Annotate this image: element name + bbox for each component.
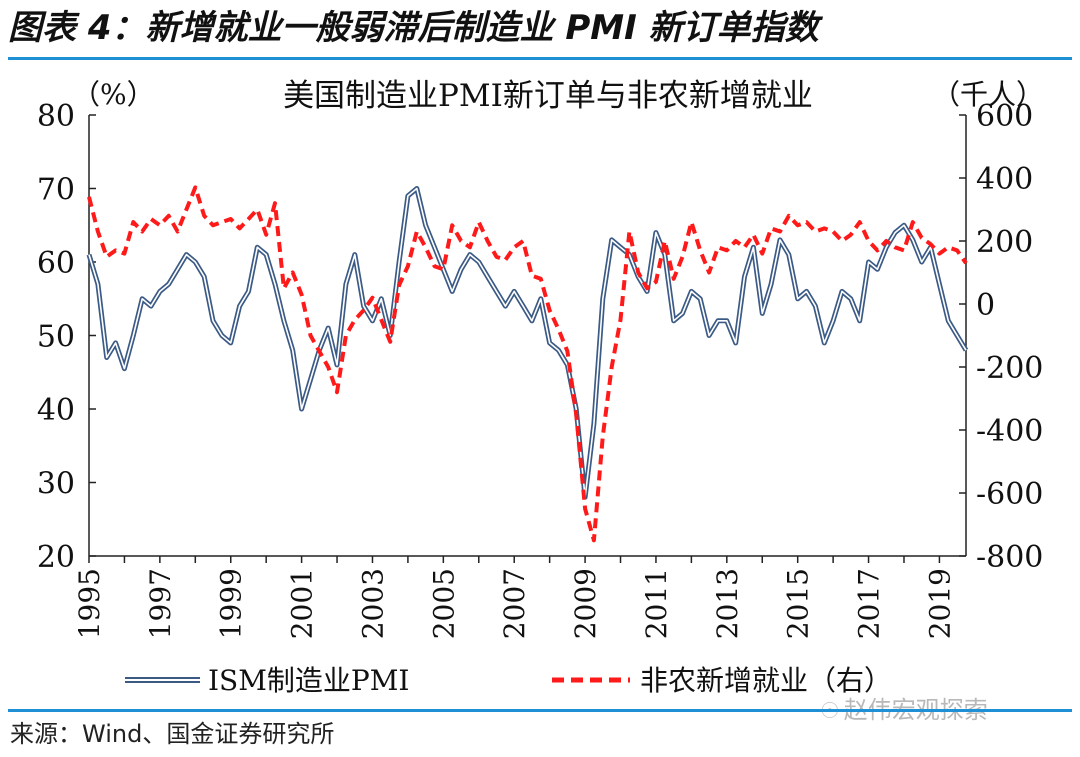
- x-tick-label: 1997: [144, 568, 177, 639]
- x-tick-label: 2019: [923, 568, 956, 639]
- x-tick-label: 1999: [215, 568, 248, 639]
- source-note: 来源：Wind、国金证券研究所: [10, 720, 335, 748]
- right-tick-label: -400: [976, 414, 1043, 449]
- left-axis-unit: （%）: [72, 78, 155, 111]
- x-tick-label: 1995: [73, 568, 106, 639]
- x-tick-label: 2011: [640, 568, 673, 639]
- x-tick-label: 2001: [286, 568, 319, 639]
- left-tick-label: 40: [37, 393, 75, 428]
- title-rule: [8, 57, 1072, 60]
- x-tick-label: 2017: [853, 568, 886, 639]
- source-rule: [8, 709, 1072, 712]
- x-tick-label: 2005: [427, 568, 460, 639]
- x-ticks: 1995 1997 1999 2001 2003 2005 2007 2009 2011 2013…: [73, 556, 956, 639]
- left-tick-label: 60: [37, 246, 75, 281]
- right-ticks: 600 400 200 0 -200 -400 -600 -800: [959, 99, 1043, 575]
- left-tick-label: 50: [37, 320, 75, 355]
- x-tick-label: 2009: [569, 568, 602, 639]
- left-tick-label: 20: [37, 540, 75, 575]
- figure-title: 图表 4：新增就业一般弱滞后制造业 PMI 新订单指数: [8, 8, 819, 48]
- right-tick-label: -800: [976, 540, 1043, 575]
- right-tick-label: -200: [976, 351, 1043, 386]
- left-tick-label: 80: [37, 99, 75, 134]
- pmi-series-line-inner: [88, 187, 967, 498]
- left-tick-label: 70: [37, 173, 75, 208]
- chart-canvas: 美国制造业PMI新订单与非农新增就业 （%） （千人） 80 70 60 50 40 30…: [37, 78, 1044, 697]
- right-tick-label: 0: [976, 288, 995, 323]
- right-tick-label: 600: [976, 99, 1033, 134]
- legend: ISM制造业PMI 非农新增就业（右）: [125, 664, 892, 697]
- x-tick-label: 2015: [782, 568, 815, 639]
- left-ticks: 80 70 60 50 40 30 20: [37, 99, 96, 575]
- right-tick-label: -600: [976, 477, 1043, 512]
- series-layer: [86, 185, 969, 543]
- x-tick-label: 2007: [498, 568, 531, 639]
- x-tick-label: 2013: [711, 568, 744, 639]
- legend-payrolls-label: 非农新增就业（右）: [640, 664, 892, 697]
- chart-title: 美国制造业PMI新订单与非农新增就业: [283, 78, 813, 114]
- payrolls-series-line: [87, 185, 968, 543]
- left-tick-label: 30: [37, 467, 75, 502]
- right-tick-label: 200: [976, 225, 1033, 260]
- right-tick-label: 400: [976, 162, 1033, 197]
- legend-pmi-label: ISM制造业PMI: [208, 664, 409, 697]
- right-axis-unit: （千人）: [932, 78, 1044, 111]
- x-tick-label: 2003: [356, 568, 389, 639]
